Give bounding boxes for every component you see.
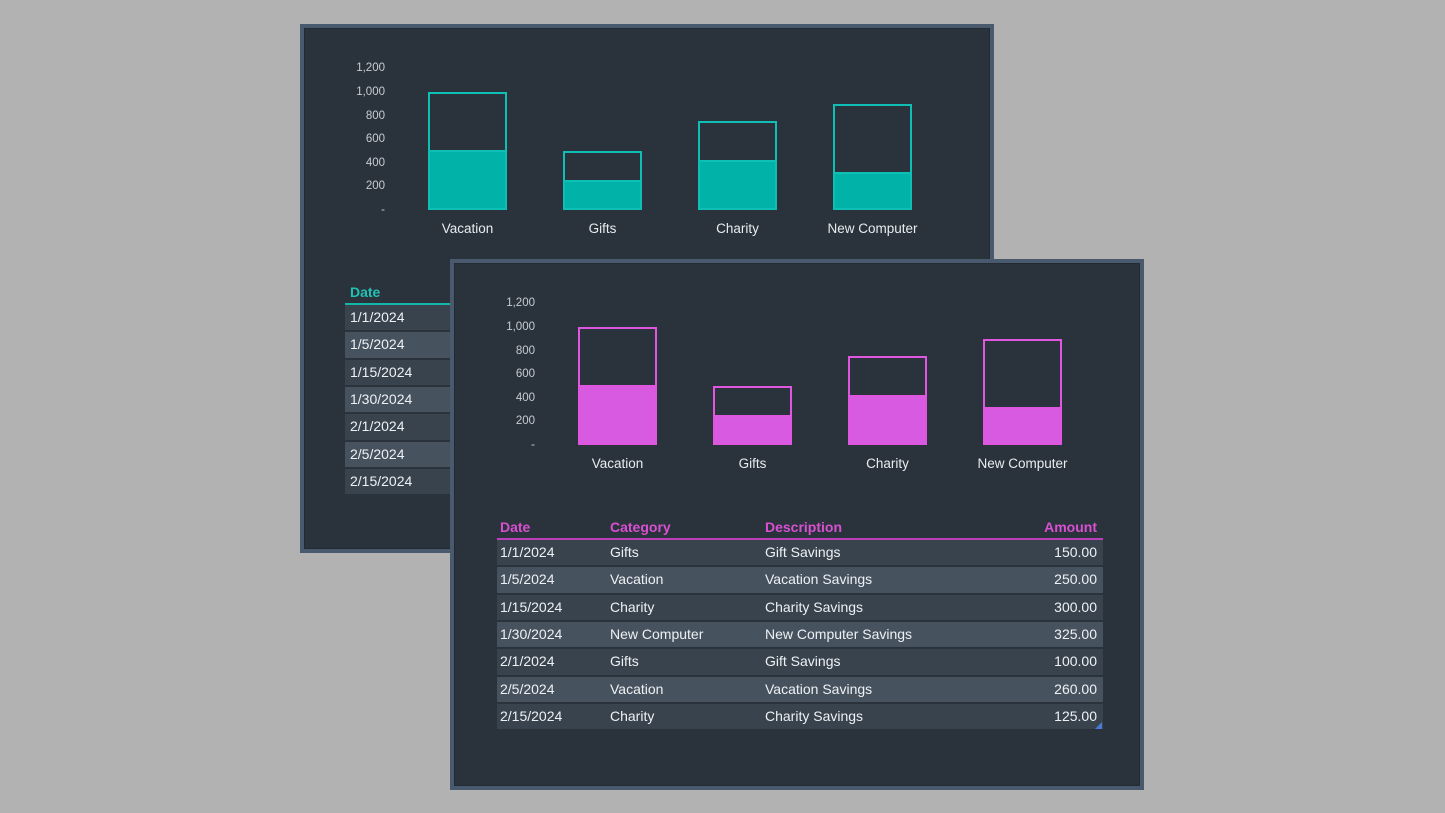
cell-date[interactable]: 1/5/2024: [350, 336, 405, 353]
category-axis-label: Vacation: [591, 456, 644, 471]
saved-bar-fill: [848, 395, 927, 445]
cell-date[interactable]: 1/30/2024: [350, 390, 413, 407]
saved-bar-fill: [833, 172, 912, 210]
table-row: 1/5/2024: [345, 332, 452, 358]
column-header-description[interactable]: Description: [765, 519, 843, 535]
cell-date[interactable]: 1/1/2024: [500, 544, 555, 560]
cell-date[interactable]: 1/15/2024: [500, 598, 563, 615]
cell-description[interactable]: Vacation Savings: [765, 680, 873, 697]
cell-date[interactable]: 2/15/2024: [350, 472, 413, 489]
y-axis-tick-label: -: [381, 204, 385, 216]
cell-date[interactable]: 2/1/2024: [350, 418, 405, 435]
cell-description[interactable]: Charity Savings: [765, 707, 864, 724]
table-row: 2/15/2024: [345, 468, 452, 495]
table-row: 2/15/2024 Charity Charity Savings 125.00: [497, 703, 1103, 730]
table-row: 1/15/2024 Charity Charity Savings 300.00: [497, 594, 1103, 620]
y-axis-tick-label: 800: [365, 109, 385, 122]
table-row: 2/5/2024: [345, 441, 452, 467]
column-header-date[interactable]: Date: [350, 284, 381, 300]
y-axis-tick-label: 1,000: [506, 321, 535, 333]
cell-date[interactable]: 2/5/2024: [350, 445, 405, 462]
cell-description[interactable]: Gift Savings: [765, 544, 841, 560]
category-axis-label: New Computer: [977, 456, 1068, 471]
cell-date[interactable]: 2/1/2024: [500, 653, 555, 670]
y-axis-tick-label: 200: [515, 415, 535, 428]
category-axis-label: Vacation: [441, 221, 494, 236]
savings-goal-chart[interactable]: 1,200 1,000 800 600 400 200 - Vacation Gifts Char…: [454, 263, 1140, 513]
cell-date[interactable]: 1/30/2024: [500, 625, 563, 642]
table-row: 1/1/2024: [345, 305, 452, 331]
table-row: 2/5/2024 Vacation Vacation Savings 260.00: [497, 676, 1103, 702]
y-axis-tick-label: 600: [365, 133, 385, 146]
cell-date[interactable]: 1/1/2024: [350, 309, 405, 325]
column-header-category[interactable]: Category: [610, 519, 671, 535]
column-header-amount[interactable]: Amount: [1044, 519, 1097, 535]
table-row: 1/30/2024 New Computer New Computer Saving…: [497, 621, 1103, 648]
table-row: 2/1/2024 Gifts Gift Savings 100.00: [497, 649, 1103, 675]
cell-description[interactable]: Gift Savings: [765, 653, 841, 670]
y-axis-tick-label: 600: [515, 368, 535, 381]
cell-category[interactable]: Gifts: [610, 653, 639, 670]
magenta-savings-window[interactable]: 1,200 1,000 800 600 400 200 - Vacation Gifts Char…: [450, 259, 1144, 790]
cell-amount[interactable]: 250.00: [1054, 571, 1097, 588]
table-row: 1/5/2024 Vacation Vacation Savings 250.00: [497, 567, 1103, 593]
saved-bar-fill: [698, 160, 777, 210]
cell-description[interactable]: Charity Savings: [765, 598, 864, 615]
cell-description[interactable]: New Computer Savings: [765, 625, 913, 642]
cell-category[interactable]: Charity: [610, 707, 655, 724]
category-axis-label: New Computer: [827, 221, 918, 236]
cell-category[interactable]: Charity: [610, 598, 655, 615]
column-header-date[interactable]: Date: [500, 519, 531, 535]
category-axis-label: Gifts: [588, 221, 617, 236]
saved-bar-fill: [713, 415, 792, 445]
cell-amount[interactable]: 150.00: [1054, 544, 1097, 560]
table-row: 2/1/2024: [345, 414, 452, 440]
cell-amount[interactable]: 100.00: [1054, 653, 1097, 670]
y-axis-tick-label: -: [531, 439, 535, 451]
category-axis-label: Charity: [866, 456, 909, 471]
cell-amount[interactable]: 260.00: [1054, 680, 1097, 697]
category-axis-label: Gifts: [738, 456, 767, 471]
cell-description[interactable]: Vacation Savings: [765, 571, 873, 588]
table-row: 1/1/2024 Gifts Gift Savings 150.00: [497, 540, 1103, 566]
cell-category[interactable]: Vacation: [610, 571, 664, 588]
table-row: 1/15/2024: [345, 359, 452, 385]
cell-category[interactable]: Vacation: [610, 680, 664, 697]
y-axis-tick-label: 200: [365, 180, 385, 193]
saved-bar-fill: [578, 385, 657, 445]
cell-category[interactable]: Gifts: [610, 544, 639, 560]
savings-goal-chart[interactable]: 1,200 1,000 800 600 400 200 - Vacation Gifts Char…: [304, 28, 990, 278]
cell-amount[interactable]: 325.00: [1054, 625, 1097, 642]
y-axis-tick-label: 800: [515, 344, 535, 357]
saved-bar-fill: [563, 180, 642, 210]
cell-amount[interactable]: 125.00: [1054, 707, 1097, 724]
saved-bar-fill: [428, 150, 507, 210]
cell-date[interactable]: 2/5/2024: [500, 680, 555, 697]
y-axis-tick-label: 1,200: [356, 62, 385, 75]
table-row: 1/30/2024: [345, 386, 452, 413]
cell-category[interactable]: New Computer: [610, 625, 704, 642]
saved-bar-fill: [983, 407, 1062, 445]
category-axis-label: Charity: [716, 221, 759, 236]
y-axis-tick-label: 400: [365, 156, 385, 169]
y-axis-tick-label: 400: [515, 391, 535, 404]
cell-amount[interactable]: 300.00: [1054, 598, 1097, 615]
y-axis-tick-label: 1,200: [506, 297, 535, 310]
y-axis-tick-label: 1,000: [356, 86, 385, 98]
selection-corner-handle: [1095, 722, 1102, 730]
cell-date[interactable]: 1/15/2024: [350, 363, 413, 380]
cell-date[interactable]: 2/15/2024: [500, 707, 563, 724]
table-header-row: Date: [345, 280, 452, 305]
table-header-row: Date Category Description Amount: [497, 515, 1103, 540]
cell-date[interactable]: 1/5/2024: [500, 571, 555, 588]
